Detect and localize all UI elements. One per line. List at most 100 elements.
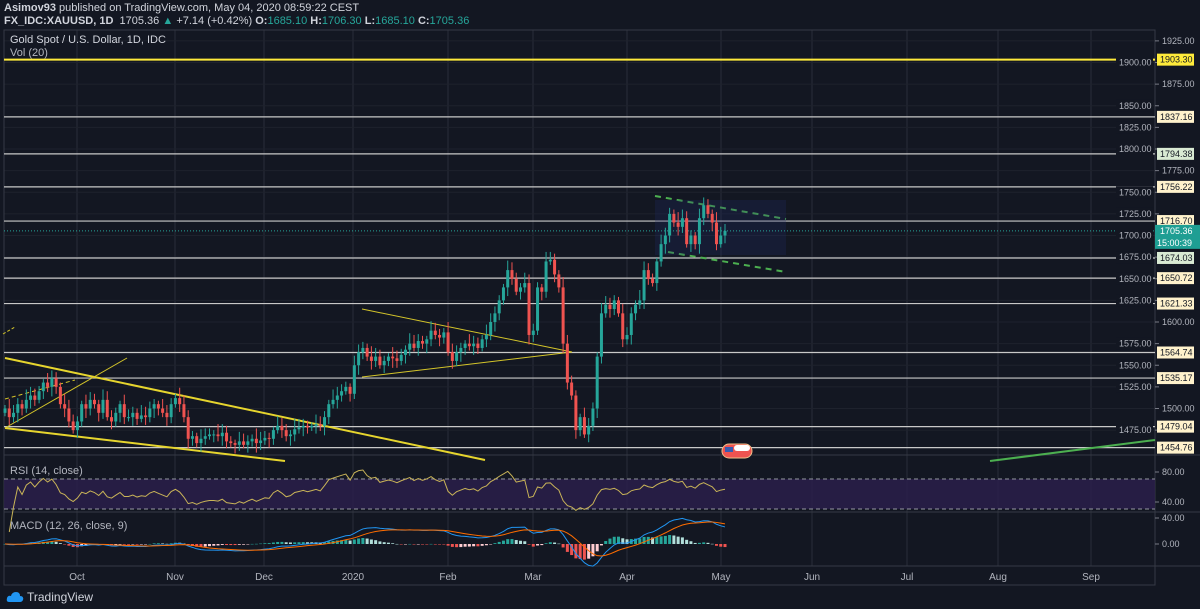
candle-body [271, 430, 275, 439]
candle-body [403, 349, 407, 355]
candle-body [361, 347, 365, 353]
macd-histogram-bar [702, 542, 706, 544]
candle-body [293, 429, 297, 435]
candle-body [20, 404, 24, 409]
logo-text: TradingView [27, 590, 94, 604]
y-tick-label: 1500.00 [1162, 404, 1195, 414]
macd-histogram-bar [595, 544, 599, 552]
macd-histogram-bar [659, 536, 663, 544]
macd-histogram-bar [655, 537, 659, 544]
candle-body [697, 218, 701, 245]
change: +7.14 (+0.42%) [176, 15, 253, 27]
level-label-box [1157, 215, 1194, 228]
macd-histogram-bar [267, 543, 271, 544]
macd-histogram-bar [216, 544, 220, 546]
candle-body [92, 399, 96, 405]
level-label-box [1157, 420, 1194, 433]
level-label-box [1157, 297, 1194, 310]
last-price-label: 1705.36 [1160, 226, 1193, 236]
macd-histogram-bar [557, 543, 561, 545]
x-tick-label: Jul [901, 572, 914, 583]
level-label: 1837.16 [1160, 112, 1193, 122]
y-tick-label-bg [1116, 186, 1153, 199]
candle-body [433, 330, 437, 335]
open-label: O: [255, 15, 268, 27]
macd-histogram-bar [122, 544, 126, 545]
macd-histogram-bar [548, 542, 552, 544]
x-tick-label: May [712, 572, 731, 583]
candle-body [489, 322, 493, 335]
y-tick-label-bg [1116, 272, 1153, 285]
candle-body [536, 287, 540, 331]
candle-body [110, 417, 114, 422]
candle-body [369, 356, 373, 361]
macd-histogram-bar [672, 535, 676, 544]
candle-body [412, 343, 416, 348]
tradingview-logo[interactable]: TradingView [6, 590, 93, 604]
macd-histogram-bar [608, 538, 612, 544]
candle-body [335, 395, 339, 400]
macd-histogram-bar [348, 540, 352, 544]
chart-title: Gold Spot / U.S. Dollar, 1D, IDC [10, 34, 166, 46]
candle-body [276, 425, 280, 431]
candle-body [148, 408, 152, 418]
candle-body [16, 404, 20, 413]
macd-histogram-bar [271, 542, 275, 544]
candle-body [519, 287, 523, 292]
candle-body [144, 415, 148, 418]
macd-histogram-bar [578, 544, 582, 560]
level-label: 1564.74 [1160, 347, 1193, 357]
level-label-box [1157, 372, 1194, 385]
low-label: L: [364, 15, 376, 27]
candle-body [340, 391, 344, 396]
level-label: 1756.22 [1160, 182, 1193, 192]
level-label: 1903.30 [1160, 55, 1193, 65]
candle-body [7, 408, 11, 418]
macd-histogram-bar [565, 544, 569, 552]
candle-body [297, 427, 301, 430]
candle-body [565, 343, 569, 383]
macd-histogram-bar [365, 538, 369, 544]
macd-histogram-bar [519, 540, 523, 544]
candle-body [680, 218, 684, 227]
candle-body [450, 352, 454, 361]
macd-histogram-bar [156, 543, 160, 544]
macd-histogram-bar [305, 542, 309, 544]
indicator-tick-label: 40.00 [1162, 497, 1185, 507]
macd-histogram-bar [374, 540, 378, 544]
level-label-box [1157, 53, 1194, 66]
candle-body [233, 443, 237, 445]
candle-body [540, 287, 544, 292]
last-price: 1705.36 [119, 15, 160, 27]
macd-histogram-bar [574, 544, 578, 559]
x-tick-label: Jun [804, 572, 820, 583]
macd-histogram-bar [561, 544, 565, 548]
y-tick-label-bg [1116, 229, 1153, 242]
triangle-lower [361, 351, 573, 378]
candle-body [374, 356, 378, 361]
x-tick-label: Feb [439, 572, 457, 583]
indicator-tick-label: 40.00 [1162, 513, 1185, 523]
macd-histogram-bar [327, 541, 331, 544]
candle-body [331, 399, 335, 405]
y-tick-label: 1900.00 [1119, 58, 1152, 68]
candle-body [114, 412, 118, 422]
candle-body [472, 343, 476, 347]
macd-histogram-bar [442, 544, 446, 545]
candle-body [659, 244, 663, 262]
y-tick-label: 1550.00 [1119, 360, 1152, 370]
candle-body [190, 436, 194, 439]
candle-body [216, 434, 220, 437]
last-price-box [1155, 224, 1200, 249]
macd-histogram-bar [433, 544, 437, 545]
high-label: H: [310, 15, 322, 27]
open-value: 1685.10 [267, 15, 308, 27]
y-tick-label: 1825.00 [1119, 122, 1152, 132]
macd-histogram-bar [467, 544, 471, 547]
macd-histogram-bar [599, 544, 603, 546]
candle-body [169, 404, 173, 418]
macd-histogram-bar [638, 538, 642, 544]
event-count-pill [734, 445, 750, 451]
candle-body [663, 235, 667, 245]
